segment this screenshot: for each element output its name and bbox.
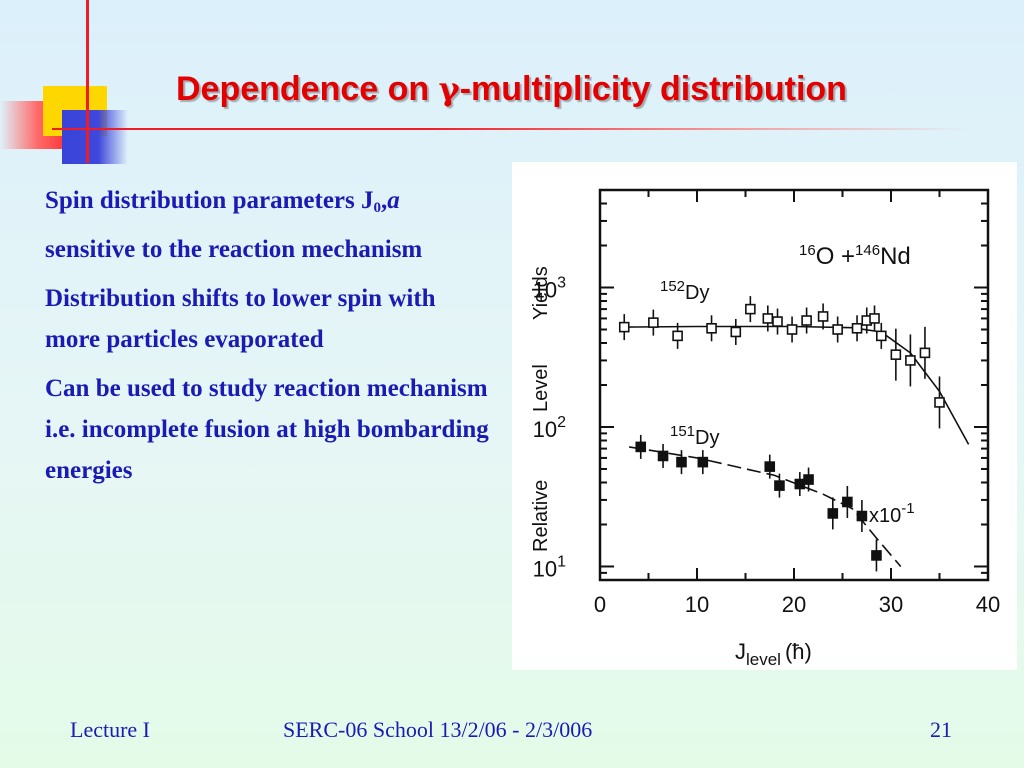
data-point-151dy bbox=[794, 478, 806, 490]
y-tick-base: 10 bbox=[533, 278, 557, 303]
slide-title: Dependence on γ-multiplicity distributio… bbox=[176, 70, 996, 109]
footer-school-dates: SERC-06 School 13/2/06 - 2/3/006 bbox=[283, 717, 593, 742]
fit-line-151dy bbox=[628, 446, 902, 568]
data-point-152dy bbox=[832, 324, 843, 335]
series-mass: 151 bbox=[670, 423, 695, 440]
bullet-item: Spin distribution parameters J0,a sensit… bbox=[45, 180, 490, 270]
scale-note-exp: -1 bbox=[901, 500, 914, 517]
y-tick-label: 101 bbox=[533, 553, 566, 581]
data-point-152dy bbox=[919, 347, 931, 359]
vertical-accent-line bbox=[86, 0, 89, 163]
horizontal-accent-line bbox=[52, 128, 972, 130]
data-point-151dy bbox=[827, 508, 839, 519]
data-point-152dy bbox=[934, 397, 945, 408]
data-point-152dy bbox=[672, 330, 683, 342]
footer-lecture: Lecture I bbox=[70, 717, 150, 742]
subscript: 0 bbox=[373, 200, 382, 216]
x-tick-labels: 0 10 20 30 40 bbox=[594, 592, 1000, 617]
data-point-151dy bbox=[803, 474, 814, 485]
tick-marks bbox=[599, 189, 989, 581]
fit-lines bbox=[624, 325, 970, 568]
data-point-151dy bbox=[842, 496, 853, 508]
x-tick-label: 20 bbox=[782, 592, 806, 617]
data-point-152dy bbox=[869, 313, 880, 324]
italic-param: a bbox=[387, 187, 400, 214]
data-point-151dy bbox=[764, 461, 776, 472]
bullet-text: Spin distribution parameters J bbox=[45, 187, 374, 214]
bullet-item: Distribution shifts to lower spin with m… bbox=[45, 285, 436, 353]
data-point-152dy bbox=[905, 355, 916, 366]
x-label-main: J bbox=[735, 639, 746, 664]
y-label-word: Level bbox=[530, 364, 552, 412]
x-tick-label: 0 bbox=[594, 592, 606, 617]
comma: , bbox=[381, 187, 388, 214]
data-point-151dy bbox=[774, 480, 785, 491]
title-gamma-symbol: γ bbox=[438, 70, 460, 108]
data-point-152dy bbox=[890, 349, 902, 360]
data-point-152dy bbox=[786, 324, 798, 335]
data-point-151dy bbox=[697, 456, 709, 468]
series-label-151dy: 151Dy bbox=[670, 423, 719, 449]
data-point-151dy bbox=[676, 456, 687, 468]
reaction-mass-2: 146 bbox=[855, 242, 880, 259]
series-symbol: Dy bbox=[695, 427, 719, 449]
y-axis-label: Relative Level Yields bbox=[530, 266, 552, 552]
data-point-152dy bbox=[851, 322, 863, 334]
data-point-152dy bbox=[817, 311, 829, 322]
x-tick-label: 10 bbox=[685, 592, 709, 617]
x-label-unit: (ħ) bbox=[785, 639, 812, 664]
bullet-list: Spin distribution parameters J0,a sensit… bbox=[45, 180, 490, 499]
series-label-152dy: 152Dy bbox=[660, 278, 709, 304]
x-tick-label: 40 bbox=[976, 592, 1000, 617]
data-point-152dy bbox=[875, 330, 887, 342]
title-text-start: Dependence on bbox=[176, 70, 439, 108]
data-point-152dy bbox=[706, 322, 717, 334]
plot-frame bbox=[598, 188, 990, 582]
data-point-152dy bbox=[745, 303, 756, 315]
footer-page-number: 21 bbox=[930, 717, 952, 742]
scale-note: x10-1 bbox=[869, 500, 915, 527]
x-tick-label: 30 bbox=[879, 592, 903, 617]
y-tick-exp: 2 bbox=[557, 414, 566, 431]
data-point-152dy bbox=[772, 316, 783, 327]
blue-accent-square bbox=[62, 110, 128, 164]
reaction-mass-1: 16 bbox=[799, 242, 816, 259]
data-point-152dy bbox=[762, 313, 774, 324]
y-tick-label: 102 bbox=[533, 414, 566, 442]
reaction-symbol-2: Nd bbox=[880, 243, 911, 270]
reaction-label: 16O +146Nd bbox=[799, 242, 911, 270]
data-point-152dy bbox=[730, 326, 742, 338]
bullet-item: Can be used to study reaction mechanism … bbox=[45, 375, 489, 484]
chart-panel: 0 10 20 30 40 101 102 103 16O +146Nd 152Dy 151… bbox=[512, 162, 1017, 670]
data-point-152dy bbox=[648, 317, 659, 328]
data-point-152dy bbox=[618, 321, 630, 333]
footer: Lecture I SERC-06 School 13/2/06 - 2/3/0… bbox=[0, 717, 1024, 747]
reaction-symbol-1: O + bbox=[816, 243, 855, 270]
data-point-151dy bbox=[635, 441, 647, 453]
data-points bbox=[618, 296, 945, 572]
data-point-151dy bbox=[856, 510, 868, 522]
y-tick-exp: 3 bbox=[557, 275, 566, 292]
series-mass: 152 bbox=[660, 278, 685, 295]
y-tick-label: 103 bbox=[533, 275, 566, 303]
scale-note-base: x10 bbox=[869, 505, 901, 527]
y-tick-exp: 1 bbox=[557, 553, 566, 570]
data-point-152dy bbox=[801, 315, 812, 326]
x-label-sub: level bbox=[746, 650, 781, 669]
y-label-word: Yields bbox=[530, 266, 552, 320]
data-point-151dy bbox=[871, 550, 882, 561]
y-tick-base: 10 bbox=[533, 556, 557, 581]
bullet-text-rest: sensitive to the reaction mechanism bbox=[45, 187, 423, 263]
y-label-word: Relative bbox=[530, 480, 552, 552]
y-tick-base: 10 bbox=[533, 417, 557, 442]
series-symbol: Dy bbox=[685, 282, 709, 304]
data-point-151dy bbox=[657, 450, 669, 462]
title-text-end: -multiplicity distribution bbox=[459, 70, 847, 108]
x-axis-label: Jlevel (ħ) bbox=[735, 639, 812, 669]
